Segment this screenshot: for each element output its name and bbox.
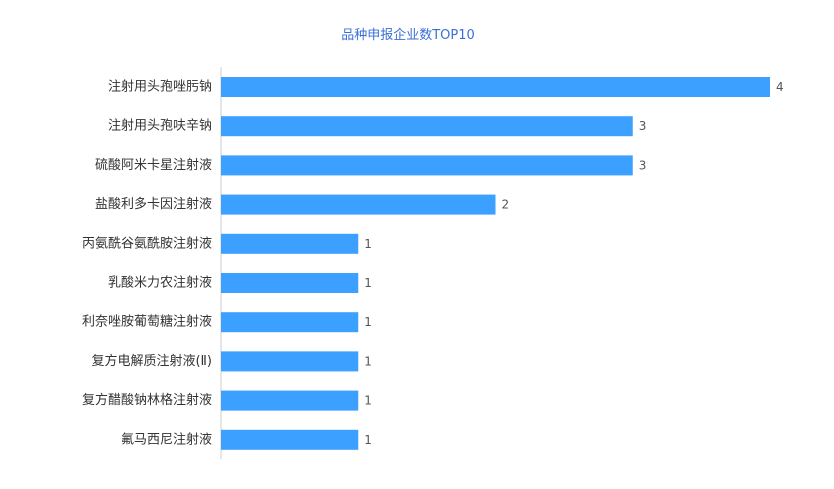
bar[interactable] — [221, 194, 496, 215]
bar[interactable] — [221, 351, 359, 372]
value-label: 1 — [364, 354, 372, 368]
value-label: 2 — [502, 198, 510, 212]
value-label: 1 — [364, 394, 372, 408]
bar[interactable] — [221, 77, 770, 97]
value-label: 1 — [364, 237, 372, 251]
bars-group: 注射用头孢唑肟钠 4 注射用头孢呋辛钠 3 硫酸阿米卡星注射液 3 盐酸利多卡因注射液 2 丙氨… — [82, 67, 784, 460]
value-label: 1 — [364, 276, 372, 290]
category-label: 乳酸米力农注射液 — [108, 275, 212, 291]
category-label: 利奈唑胺葡萄糖注射液 — [82, 314, 212, 330]
value-label: 1 — [364, 315, 372, 329]
bar[interactable] — [221, 273, 359, 293]
bar[interactable] — [221, 155, 633, 176]
category-label: 盐酸利多卡因注射液 — [95, 196, 212, 212]
value-label: 3 — [639, 158, 647, 172]
category-label: 丙氨酰谷氨酰胺注射液 — [82, 235, 212, 251]
value-label: 4 — [776, 80, 784, 94]
bar[interactable] — [221, 312, 359, 333]
category-label: 复方电解质注射液(Ⅱ) — [91, 353, 212, 369]
category-label: 注射用头孢唑肟钠 — [108, 79, 212, 95]
bar[interactable] — [221, 233, 359, 254]
category-label: 复方醋酸钠林格注射液 — [82, 392, 212, 408]
bar[interactable] — [221, 116, 633, 137]
category-label: 氟马西尼注射液 — [121, 431, 212, 447]
bar[interactable] — [221, 429, 359, 450]
bar[interactable] — [221, 390, 359, 411]
value-label: 1 — [364, 433, 372, 447]
category-label: 注射用头孢呋辛钠 — [108, 118, 212, 134]
value-label: 3 — [639, 119, 647, 133]
chart-title: 品种申报企业数TOP10 — [341, 27, 475, 43]
category-label: 硫酸阿米卡星注射液 — [95, 157, 212, 173]
